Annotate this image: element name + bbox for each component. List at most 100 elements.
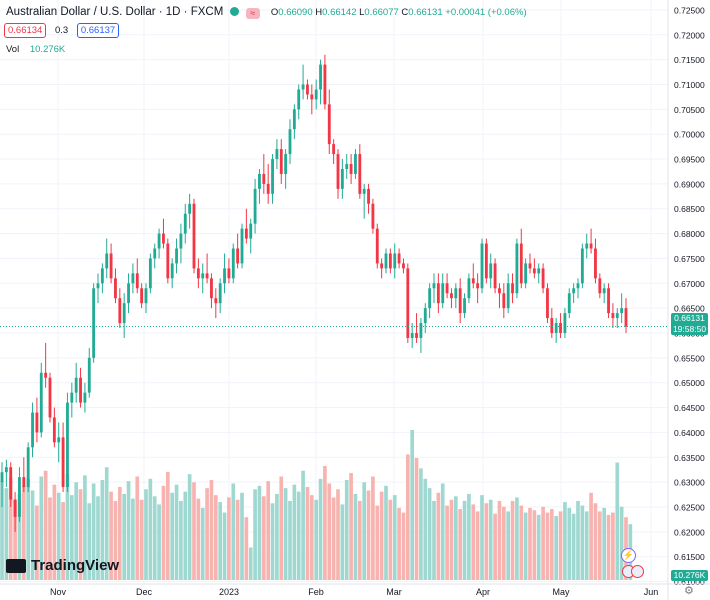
price-tick-label: 0.61000 <box>674 577 705 587</box>
volume-bar <box>91 483 96 580</box>
volume-bar <box>488 499 493 580</box>
candle-body <box>471 278 475 284</box>
candle-body <box>175 248 178 264</box>
candle-body <box>292 109 296 130</box>
volume-bar <box>17 493 22 580</box>
volume-bar <box>240 492 244 580</box>
volume-bar <box>593 503 598 580</box>
candle-body <box>271 159 274 194</box>
candle-body <box>153 248 157 259</box>
symbol-title[interactable]: Australian Dollar / U.S. Dollar · 1D · F… <box>6 6 224 18</box>
volume-bar <box>440 483 445 580</box>
volume-bar <box>528 507 532 580</box>
candle-body <box>550 318 554 334</box>
volume-bar <box>392 495 397 580</box>
volume-legend[interactable]: Vol 10.276K <box>6 44 65 55</box>
gear-icon[interactable]: ⚙ <box>684 585 694 597</box>
price-tick-label: 0.70000 <box>674 130 705 140</box>
price-tick-label: 0.71000 <box>674 80 705 90</box>
candle-body <box>196 268 200 279</box>
volume-bar <box>510 500 515 580</box>
candle-body <box>87 357 91 393</box>
candle-body <box>393 253 397 269</box>
candle-body <box>484 243 488 279</box>
price-axis[interactable]: 0.72500 0.72000 0.71500 0.71000 0.70500 0.700… <box>667 0 705 600</box>
volume-bar <box>139 499 144 580</box>
volume-bar <box>449 499 454 580</box>
volume-bar <box>187 474 192 580</box>
candle-body <box>336 154 340 189</box>
candle-body <box>83 392 87 403</box>
price-tick-label: 0.72000 <box>674 30 705 40</box>
candle-body <box>39 372 43 433</box>
volume-bar <box>30 490 35 580</box>
candle-body <box>445 283 449 294</box>
tradingview-logo[interactable]: TradingView <box>6 557 119 574</box>
volume-bar <box>344 480 349 580</box>
volume-bar <box>13 499 17 580</box>
volume-bar <box>222 512 227 580</box>
time-axis[interactable]: Nov Dec 2023 Feb Mar Apr May Jun <box>0 583 710 597</box>
candle-body <box>358 154 362 194</box>
candle-body <box>227 268 231 279</box>
volume-bar <box>248 547 253 580</box>
candle-body <box>114 278 117 299</box>
candle-body <box>559 323 562 334</box>
candle-body <box>537 268 541 274</box>
volume-bar <box>375 505 380 580</box>
volume-bar <box>218 502 223 580</box>
candle-body <box>109 253 113 279</box>
economic-events[interactable] <box>622 565 644 583</box>
candle-body <box>480 243 484 289</box>
volume-bar <box>471 504 476 580</box>
lightning-icon[interactable]: ⚡ <box>621 548 636 563</box>
volume-axis-label: 10.276K <box>671 570 708 581</box>
buy-button[interactable]: 0.66137 <box>76 23 120 38</box>
candle-body <box>384 253 388 269</box>
sell-button[interactable]: 0.66134 <box>4 23 47 38</box>
candle-body <box>567 293 571 314</box>
volume-bar <box>179 500 183 580</box>
volume-bar <box>475 511 480 580</box>
candle-body <box>214 298 218 304</box>
volume-bar <box>615 462 620 580</box>
volume-bar <box>336 489 340 580</box>
volume-bar <box>458 509 463 580</box>
last-price-label: 0.66131 19:58:50 <box>671 313 708 335</box>
market-status-icon[interactable] <box>230 7 240 16</box>
price-tick-label: 0.70500 <box>674 105 705 115</box>
volume-bar <box>576 500 580 580</box>
price-tick-label: 0.72500 <box>674 5 705 15</box>
candle-body <box>26 447 30 488</box>
candle-body <box>323 64 327 105</box>
candle-body <box>297 89 301 110</box>
candle-body <box>210 278 213 299</box>
candle-body <box>258 173 261 189</box>
tradingview-logo-icon <box>6 558 26 573</box>
volume-bar <box>419 468 423 580</box>
volume-bar <box>571 513 576 580</box>
candle-body <box>375 228 379 264</box>
volume-bar <box>288 500 292 580</box>
candle-body <box>249 223 253 239</box>
candle-body <box>498 288 501 294</box>
candle-body <box>79 377 82 403</box>
volume-bar <box>65 474 70 580</box>
price-tick-label: 0.64500 <box>674 403 705 413</box>
volume-bar <box>4 488 9 580</box>
candle-body <box>66 402 69 488</box>
candle-series <box>0 54 628 532</box>
au-flag-icon[interactable] <box>631 565 644 578</box>
compare-icon[interactable]: ≈ <box>245 8 260 19</box>
volume-bar <box>296 491 301 580</box>
candle-body <box>188 203 192 214</box>
price-tick-label: 0.62500 <box>674 502 705 512</box>
candle-body <box>253 188 257 224</box>
volume-bar <box>126 481 131 580</box>
volume-bar <box>196 498 201 580</box>
candle-body <box>162 233 165 244</box>
candle-body <box>170 263 174 279</box>
candle-body <box>594 248 597 279</box>
volume-bar <box>611 512 615 580</box>
